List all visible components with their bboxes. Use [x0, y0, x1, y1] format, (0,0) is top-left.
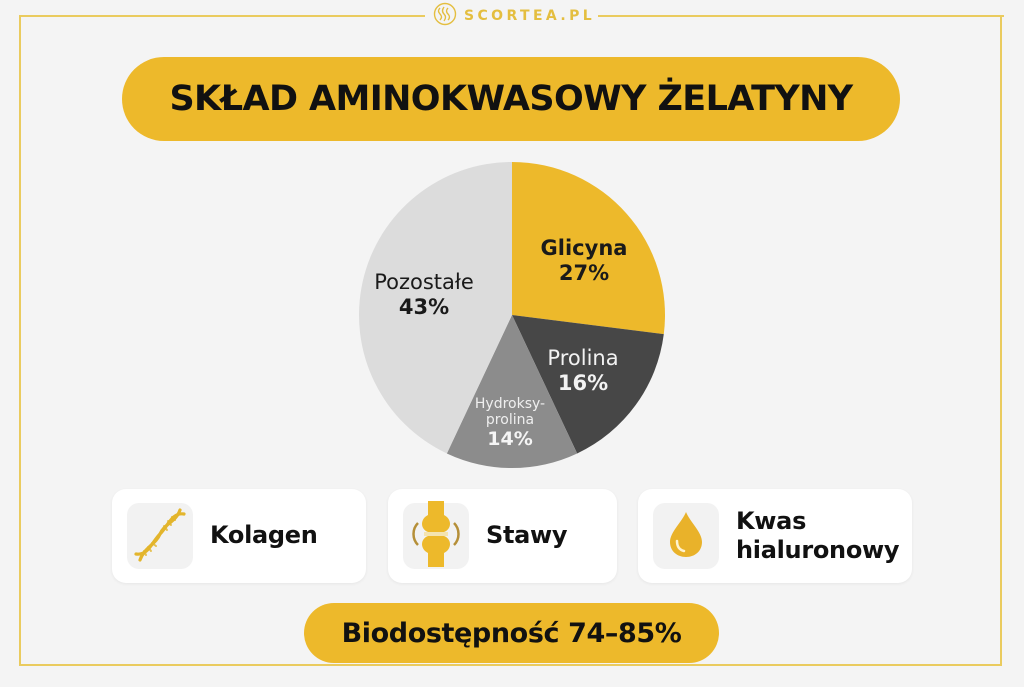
pie-label-glicyna: Glicyna 27%: [541, 236, 628, 286]
icon-box: [403, 501, 469, 571]
slice-value: 16%: [557, 370, 609, 395]
card-kolagen: Kolagen: [112, 489, 366, 583]
dna-icon: [130, 504, 190, 568]
pie-svg: [359, 162, 665, 468]
slice-name: Glicyna: [540, 236, 628, 260]
card-label-line2: hialuronowy: [736, 536, 900, 564]
slice-value: 27%: [558, 260, 610, 285]
pie-slice-prolina: [512, 315, 664, 454]
slice-name: Pozostałe: [374, 270, 474, 294]
pie-label-prolina: Prolina 16%: [547, 346, 618, 396]
scortea-logo-icon: [433, 2, 457, 30]
card-label: Kwas hialuronowy: [736, 506, 900, 566]
icon-box: [127, 503, 193, 569]
card-stawy: Stawy: [388, 489, 617, 583]
card-label-line1: Kwas: [736, 506, 807, 535]
icon-box: [653, 503, 719, 569]
brand-logo: SCORTEA.PL: [433, 2, 596, 30]
pie-label-hydroksyprolina: Hydroksy- prolina 14%: [475, 396, 545, 451]
slice-value: 14%: [487, 428, 533, 451]
decorative-frame: [19, 15, 1002, 666]
card-label: Kolagen: [210, 521, 318, 550]
joint-icon: [406, 501, 466, 571]
title-banner: SKŁAD AMINOKWASOWY ŻELATYNY: [122, 57, 900, 141]
pie-slice-hydroksyprolina: [446, 315, 578, 468]
pie-label-pozostale: Pozostałe 43%: [374, 270, 474, 320]
slice-value: 43%: [398, 294, 450, 319]
page-title: SKŁAD AMINOKWASOWY ŻELATYNY: [169, 79, 853, 119]
frame-top-line-left: [19, 15, 425, 17]
bioavailability-banner: Biodostępność 74–85%: [304, 603, 719, 663]
brand-name: SCORTEA.PL: [464, 8, 596, 24]
card-kwas-hialuronowy: Kwas hialuronowy: [638, 489, 912, 583]
slice-name: Prolina: [547, 346, 619, 370]
pie-chart: Glicyna 27% Prolina 16% Hydroksy- prolin…: [356, 160, 668, 470]
bioavailability-label: Biodostępność 74–85%: [341, 617, 682, 649]
card-label: Stawy: [486, 521, 568, 550]
slice-name-line2: prolina: [485, 412, 535, 429]
pie-slice-glicyna: [512, 162, 665, 335]
droplet-icon: [668, 510, 704, 562]
slice-name-line1: Hydroksy-: [474, 396, 546, 412]
frame-top-line-right: [598, 15, 1004, 17]
pie-slice-pozostałe: [359, 162, 512, 454]
